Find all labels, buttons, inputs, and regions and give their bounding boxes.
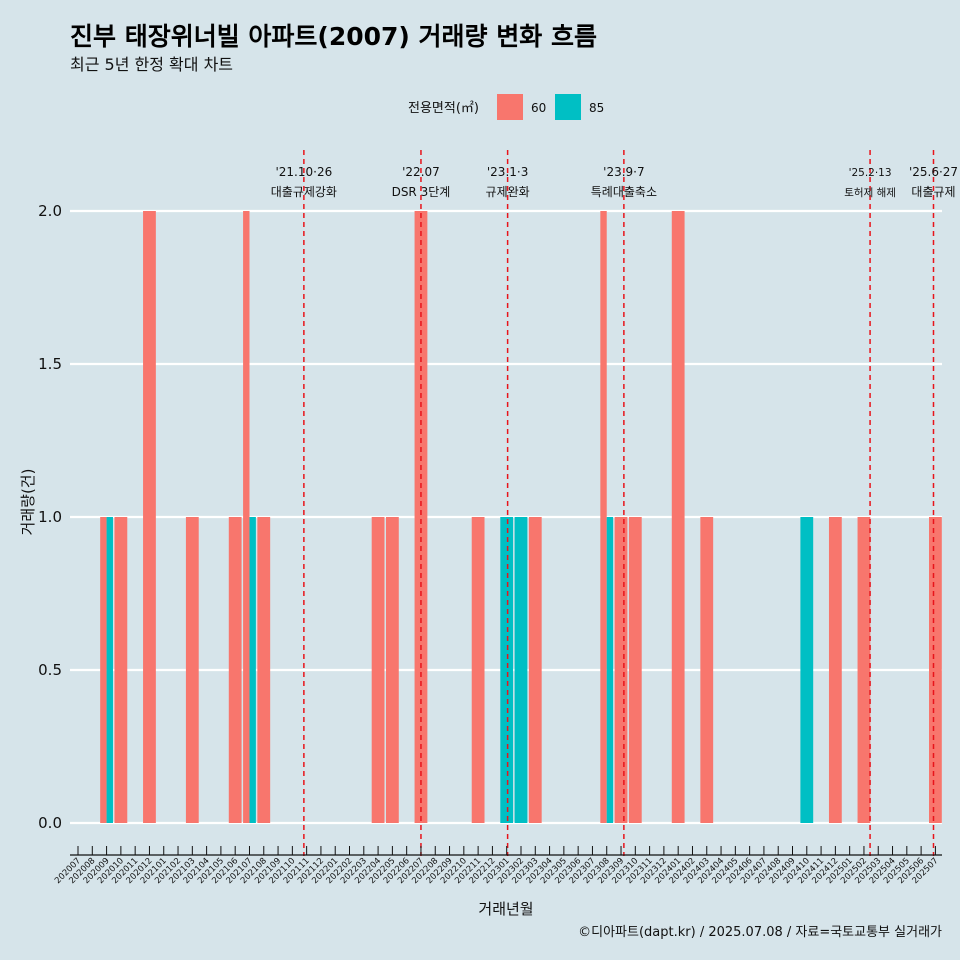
bar-202107-85 <box>249 517 256 823</box>
bar-202303-60 <box>528 517 542 823</box>
bar-202403-60 <box>700 517 714 823</box>
annotation-date: '25.2·13 <box>849 167 892 179</box>
y-axis-ticks: 0.0 0.5 1.0 1.5 2.0 <box>38 202 62 832</box>
y-tick-label: 1.5 <box>38 355 62 373</box>
bar-202507-60 <box>929 517 942 823</box>
legend: 전용면적(㎡) 60 85 <box>408 94 604 120</box>
legend-swatch-60 <box>497 94 523 120</box>
annotation-label: 규제완화 <box>486 185 530 199</box>
bar-202308-85 <box>606 517 614 823</box>
bar-202106-60 <box>228 517 242 823</box>
bar-202107-60 <box>243 211 250 823</box>
x-axis-title: 거래년월 <box>478 900 533 918</box>
y-tick-label: 0.5 <box>38 661 62 679</box>
bar-202211-60 <box>471 517 485 823</box>
bar-202401-60 <box>671 211 685 823</box>
annotation-date: '21.10·26 <box>275 165 332 179</box>
bar-202204-60 <box>371 517 385 823</box>
legend-label-85: 85 <box>589 101 604 115</box>
y-axis-title: 거래량(건) <box>19 469 37 536</box>
y-tick-label: 2.0 <box>38 202 62 220</box>
bar-202502-60 <box>857 517 871 823</box>
bar-202108-60 <box>257 517 271 823</box>
bar-202009-60 <box>100 517 107 823</box>
annotation-lines <box>303 150 935 856</box>
bar-202301-85 <box>500 517 514 823</box>
annotation-label: 대출규제강화 <box>271 185 337 199</box>
bar-202207-60 <box>414 211 428 823</box>
bar-202010-60 <box>114 517 128 823</box>
bar-202302-85 <box>514 517 528 823</box>
annotation-date: '23.9·7 <box>603 165 644 179</box>
y-tick-label: 1.0 <box>38 508 62 526</box>
annotation-label: DSR 3단계 <box>392 185 451 199</box>
legend-swatch-85 <box>555 94 581 120</box>
annotation-label: 특례대출축소 <box>591 185 657 199</box>
annotation-label: 대출규제 <box>911 185 955 199</box>
annotation-date: '23.1·3 <box>487 165 528 179</box>
chart-title: 진부 태장위너빌 아파트(2007) 거래량 변화 흐름 <box>70 22 597 51</box>
bar-202103-60 <box>185 517 199 823</box>
bars <box>100 211 942 823</box>
legend-label-60: 60 <box>531 101 546 115</box>
bar-202205-60 <box>385 517 399 823</box>
bar-202310-60 <box>628 517 642 823</box>
chart-subtitle: 최근 5년 한정 확대 차트 <box>70 55 233 74</box>
annotation-date: '22.07 <box>402 165 440 179</box>
bar-202009-85 <box>106 517 113 823</box>
bar-202410-85 <box>800 517 814 823</box>
annotation-date: '25.6·27 <box>909 165 958 179</box>
bar-202012-60 <box>143 211 156 823</box>
x-axis: 2020072020082020092020102020112020122021… <box>53 846 942 886</box>
bar-202412-60 <box>828 517 842 823</box>
legend-title: 전용면적(㎡) <box>408 101 479 116</box>
bar-202309-60 <box>614 517 628 823</box>
bar-202308-60 <box>600 211 607 823</box>
y-tick-label: 0.0 <box>38 814 62 832</box>
caption: ©디아파트(dapt.kr) / 2025.07.08 / 자료=국토교통부 실… <box>578 925 942 940</box>
annotations: '21.10·26 대출규제강화 '22.07 DSR 3단계 '23.1·3 규제완화 '… <box>271 165 958 199</box>
annotation-label: 토허제 해제 <box>844 186 896 199</box>
